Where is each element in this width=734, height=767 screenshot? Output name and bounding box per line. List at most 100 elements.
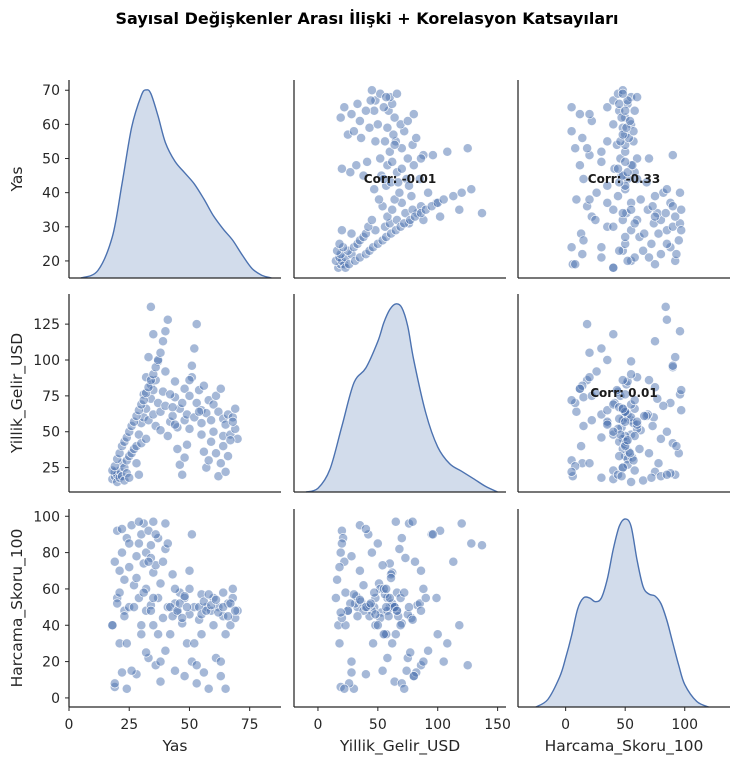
scatter-point bbox=[632, 174, 643, 184]
scatter-point bbox=[477, 540, 487, 551]
scatter-point bbox=[155, 676, 166, 687]
scatter-point bbox=[389, 112, 400, 123]
scatter-point bbox=[655, 433, 666, 444]
scatter-point bbox=[632, 92, 643, 103]
scatter-point bbox=[566, 242, 577, 253]
scatter-point bbox=[407, 614, 418, 625]
y-tick-label: 50 bbox=[42, 425, 60, 441]
scatter-point bbox=[191, 678, 202, 689]
y-tick-label: 125 bbox=[33, 317, 60, 333]
scatter-point bbox=[566, 395, 577, 406]
scatter-point bbox=[596, 252, 607, 263]
scatter-point bbox=[387, 204, 398, 215]
scatter-point bbox=[332, 574, 343, 585]
scatter-point bbox=[578, 235, 589, 246]
scatter-point bbox=[660, 301, 671, 312]
scatter-point bbox=[162, 431, 173, 441]
scatter-point bbox=[641, 177, 652, 188]
scatter-point bbox=[167, 411, 178, 421]
scatter-point bbox=[644, 448, 654, 459]
scatter-point bbox=[384, 146, 395, 157]
scatter-point bbox=[670, 211, 681, 222]
scatter-point bbox=[392, 605, 402, 616]
scatter-point bbox=[584, 372, 595, 383]
corr-label-yas-harcama-skoru-100: Corr: -0.33 bbox=[588, 172, 660, 186]
scatter-point bbox=[566, 126, 577, 137]
scatter-point bbox=[423, 645, 434, 656]
scatter-point bbox=[400, 553, 411, 563]
scatter-point bbox=[354, 116, 365, 126]
scatter-point bbox=[402, 153, 413, 164]
scatter-point bbox=[179, 591, 190, 602]
scatter-point bbox=[586, 415, 597, 426]
scatter-point bbox=[364, 122, 375, 133]
scatter-point bbox=[211, 390, 221, 401]
scatter-point bbox=[107, 620, 118, 631]
scatter-point bbox=[626, 356, 637, 367]
scatter-point bbox=[644, 375, 654, 386]
scatter-point bbox=[381, 583, 392, 594]
scatter-point bbox=[671, 441, 682, 452]
scatter-point bbox=[620, 416, 631, 427]
scatter-point bbox=[203, 589, 214, 600]
scatter-point bbox=[340, 587, 351, 598]
scatter-point bbox=[650, 382, 660, 393]
scatter-point bbox=[456, 518, 467, 529]
y-tick-label: 25 bbox=[42, 461, 60, 477]
scatter-point bbox=[330, 593, 341, 603]
scatter-point bbox=[346, 109, 357, 120]
scatter-point bbox=[382, 653, 393, 663]
scatter-point bbox=[625, 116, 635, 126]
scatter-point bbox=[650, 259, 660, 270]
scatter-point bbox=[160, 366, 171, 377]
scatter-point bbox=[378, 102, 389, 113]
scatter-point bbox=[220, 683, 231, 694]
scatter-point bbox=[136, 629, 147, 640]
scatter-point bbox=[370, 609, 381, 620]
scatter-point bbox=[165, 389, 176, 400]
scatter-point bbox=[230, 403, 241, 414]
scatter-point bbox=[206, 436, 217, 447]
scatter-point bbox=[117, 667, 127, 678]
scatter-point bbox=[658, 400, 669, 411]
panel-harcama-skoru-100-vs-harcama-skoru-100: 0 50 100 Harcama_Skoru_100 bbox=[517, 509, 730, 756]
scatter-point bbox=[375, 153, 386, 164]
scatter-point bbox=[160, 518, 171, 529]
scatter-point bbox=[198, 667, 209, 678]
scatter-point bbox=[215, 458, 226, 469]
scatter-point bbox=[148, 593, 159, 603]
scatter-point bbox=[614, 451, 625, 462]
scatter-point bbox=[384, 593, 395, 603]
x-axis-label-yas: Yas bbox=[162, 737, 188, 755]
scatter-point bbox=[574, 109, 585, 120]
scatter-point bbox=[620, 389, 631, 400]
scatter-point bbox=[184, 390, 195, 401]
scatter-point bbox=[427, 529, 438, 540]
scatter-point bbox=[167, 569, 178, 580]
scatter-point bbox=[138, 587, 149, 598]
scatter-point bbox=[393, 177, 404, 188]
scatter-point bbox=[596, 242, 607, 253]
scatter-point bbox=[145, 540, 156, 551]
scatter-point bbox=[402, 116, 413, 126]
scatter-point bbox=[186, 360, 197, 371]
scatter-point bbox=[675, 187, 685, 198]
scatter-point bbox=[352, 611, 363, 622]
scatter-point bbox=[378, 174, 389, 184]
scatter-point bbox=[352, 98, 363, 109]
scatter-point bbox=[346, 228, 357, 239]
scatter-point bbox=[225, 598, 236, 609]
scatter-point bbox=[576, 441, 587, 452]
scatter-point bbox=[129, 602, 139, 613]
scatter-point bbox=[177, 613, 188, 623]
x-tick-label: 0 bbox=[561, 717, 570, 733]
scatter-point bbox=[360, 105, 371, 116]
scatter-point bbox=[571, 406, 582, 417]
scatter-point bbox=[416, 565, 426, 576]
scatter-point bbox=[462, 143, 473, 154]
scatter-point bbox=[570, 143, 581, 154]
x-tick-label: 75 bbox=[241, 717, 259, 733]
scatter-point bbox=[466, 184, 477, 195]
scatter-point bbox=[358, 580, 369, 591]
scatter-point bbox=[191, 660, 202, 671]
